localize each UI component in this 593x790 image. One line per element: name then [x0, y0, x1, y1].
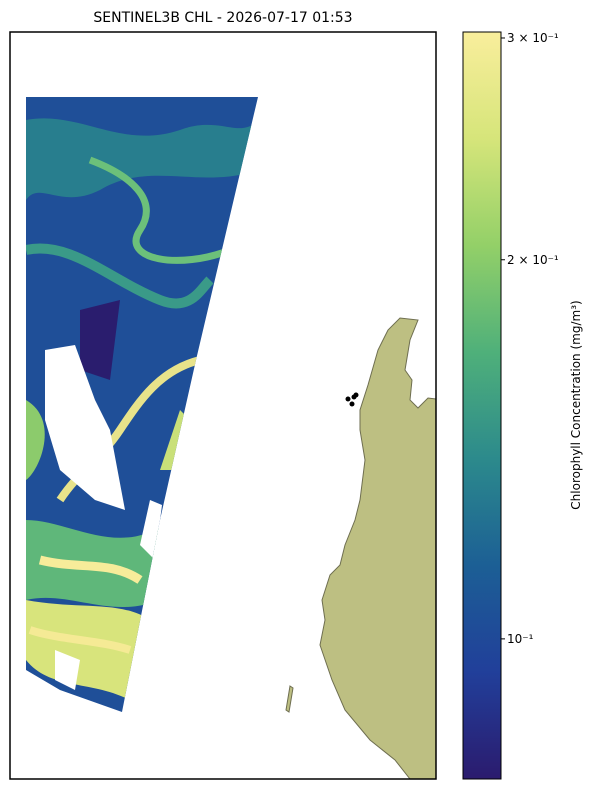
colorbar-tick-label: 3 × 10⁻¹ — [507, 31, 559, 45]
map-area — [9, 31, 437, 780]
colorbar-label: Chlorophyll Concentration (mg/m³) — [569, 300, 583, 509]
colorbar — [462, 31, 502, 780]
map-frame — [9, 31, 437, 780]
colorbar-tick-label: 10⁻¹ — [507, 632, 534, 646]
map-title: SENTINEL3B CHL - 2026-07-17 01:53 — [93, 10, 352, 26]
island — [285, 685, 294, 713]
markers — [345, 392, 359, 407]
land — [319, 317, 437, 780]
colorbar-tick-label: 2 × 10⁻¹ — [507, 253, 559, 267]
